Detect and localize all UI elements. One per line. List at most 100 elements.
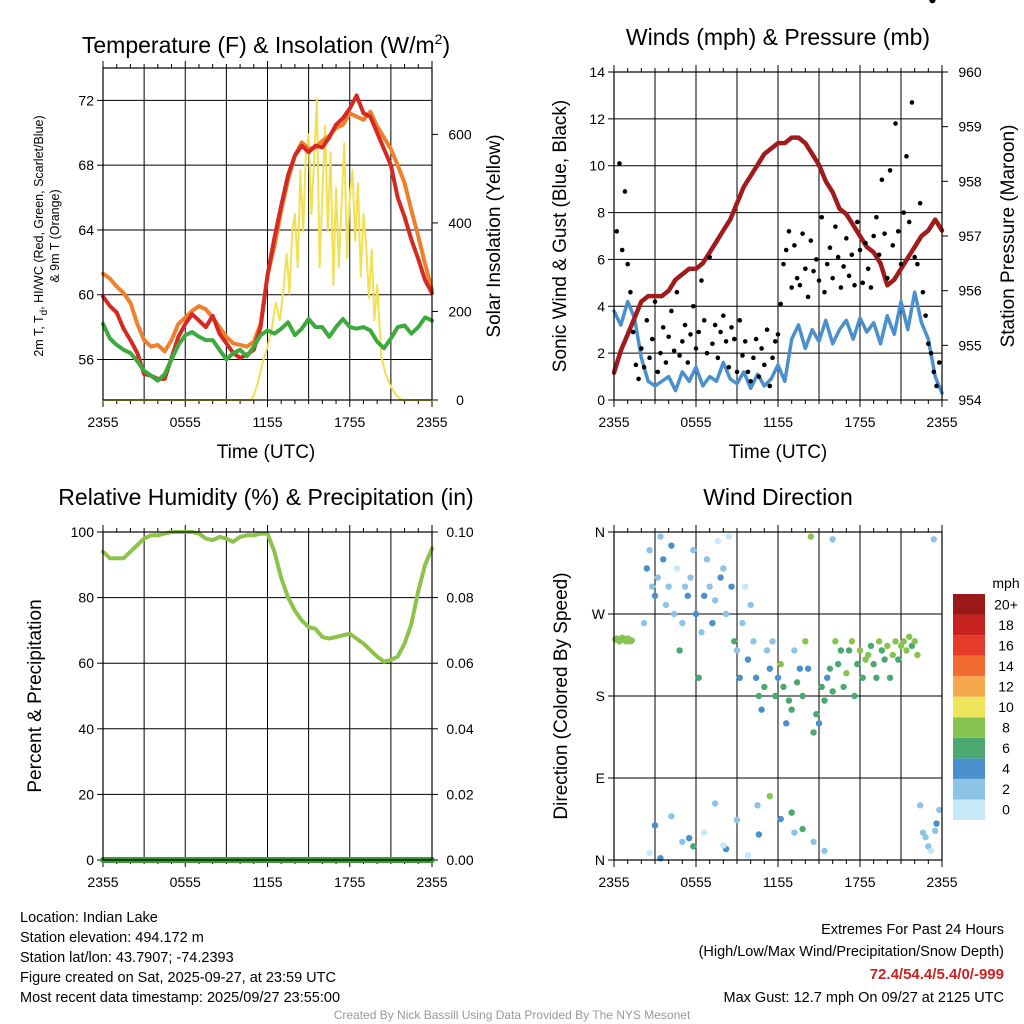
- wind-gust-point: [800, 231, 805, 236]
- wind-gust-point: [753, 336, 759, 342]
- wind-ylabel-left: Sonic Wind & Gust (Blue, Black): [550, 100, 571, 372]
- wind-gust-point: [849, 252, 855, 258]
- temp-ytick-left: 56: [78, 352, 94, 368]
- dir-point: [892, 638, 899, 645]
- rh-panel-title: Relative Humidity (%) & Precipitation (i…: [58, 484, 473, 510]
- dir-point: [900, 638, 907, 645]
- wind-series-station-pressure: [611, 135, 945, 375]
- extremes-values: 72.4/54.4/5.4/0/-999: [870, 966, 1004, 983]
- wind-gust-point: [742, 339, 748, 344]
- wind-gust-point: [710, 341, 715, 347]
- wind-xtick: 2355: [926, 414, 957, 430]
- wind-gust-point: [893, 121, 898, 126]
- dir-point: [668, 813, 675, 820]
- dir-ytick-left: E: [596, 770, 605, 786]
- wind-gust-point: [917, 200, 923, 206]
- wind-gust-point: [628, 289, 633, 295]
- dir-point: [714, 537, 722, 545]
- dir-point: [927, 847, 935, 855]
- wind-gust-point: [805, 294, 811, 300]
- dir-point: [914, 651, 921, 659]
- dir-point: [886, 674, 894, 681]
- dir-point: [854, 660, 861, 668]
- wind-gust-point: [915, 261, 920, 267]
- dir-point: [875, 638, 883, 645]
- temp-ytick-left: 64: [78, 222, 94, 238]
- wind-gust-point: [874, 214, 879, 220]
- wind-gust-point: [846, 273, 852, 279]
- rh-xtick: 0555: [170, 874, 201, 890]
- colorbar-label: 16: [998, 637, 1014, 653]
- wind-gust-point: [734, 369, 740, 375]
- temp-ytick-right: 200: [448, 303, 472, 319]
- dir-point: [665, 583, 672, 590]
- wind-gust-point: [707, 254, 712, 260]
- dir-point: [720, 565, 727, 572]
- dir-point: [906, 633, 913, 640]
- wind-ytick-left: 0: [597, 392, 605, 408]
- wind-gust-point: [887, 168, 893, 173]
- dir-point: [657, 533, 664, 540]
- temp-ytick-left: 72: [78, 92, 94, 108]
- dir-point: [676, 647, 683, 654]
- dir-point: [807, 533, 814, 540]
- dir-point: [692, 610, 700, 618]
- wind-gust-point: [699, 278, 704, 283]
- wind-gust-point: [797, 282, 803, 288]
- rh-axes: 0 20 40 60 80 100 0.00 0.02 0.04 0.06 0.08 0.10 2355…: [71, 524, 474, 890]
- colorbar-swatch: [953, 778, 985, 800]
- rh-ytick-right: 0.06: [446, 655, 473, 671]
- dir-ytick-left: W: [592, 606, 606, 622]
- temp-series-td: [101, 315, 434, 383]
- dir-point: [733, 647, 741, 654]
- wind-gust-point: [819, 214, 825, 220]
- wind-ytick-right: 959: [958, 119, 982, 135]
- dir-xtick: 2355: [598, 874, 629, 890]
- dir-point: [826, 665, 834, 672]
- wind-gust-point: [693, 346, 699, 351]
- wind-gust-point: [816, 278, 822, 283]
- dir-point: [851, 692, 858, 700]
- dir-point: [701, 829, 708, 836]
- dir-ytick-left: N: [595, 852, 605, 868]
- wind-gust-point: [868, 285, 874, 290]
- dir-point: [627, 638, 634, 645]
- credit-text: Created By Nick Bassill Using Data Provi…: [334, 1008, 691, 1022]
- wind-ytick-left: 10: [589, 158, 605, 174]
- wind-gust-point: [879, 177, 885, 183]
- dir-point: [690, 843, 697, 850]
- dir-point: [744, 656, 752, 663]
- dir-point: [681, 583, 689, 590]
- colorbar-swatch: [953, 737, 985, 759]
- dir-point: [810, 729, 817, 736]
- wind-gust-point: [685, 360, 691, 365]
- wind-ytick-left: 14: [589, 64, 605, 80]
- wind-gust-point: [895, 229, 901, 234]
- dir-point: [859, 674, 866, 681]
- dir-point: [670, 610, 678, 618]
- temp-xtick: 1755: [334, 414, 365, 430]
- wind-gust-point: [885, 275, 890, 281]
- rh-ytick-left: 40: [78, 721, 94, 737]
- colorbar-label: 14: [998, 658, 1014, 674]
- dir-point: [755, 831, 763, 838]
- dir-point: [867, 642, 875, 650]
- wind-gust-point: [677, 353, 682, 358]
- wind-gust-point: [854, 219, 860, 225]
- rh-xtick: 1755: [334, 874, 365, 890]
- dir-point: [654, 574, 661, 581]
- dir-point: [736, 674, 743, 681]
- temp-ytick-right: 600: [448, 126, 472, 142]
- rh-ytick-right: 0.10: [446, 524, 473, 540]
- wind-gust-point: [928, 350, 934, 356]
- dir-point: [793, 679, 801, 686]
- dir-point: [788, 809, 795, 816]
- dir-point: [752, 674, 760, 681]
- wind-gust-point: [718, 329, 723, 335]
- rh-ytick-right: 0.08: [446, 590, 473, 606]
- wind-gust-point: [860, 280, 866, 286]
- dir-ylabel-left: Direction (Colored By Speed): [551, 572, 572, 819]
- dir-point: [930, 536, 937, 543]
- temp-xtick: 2355: [87, 414, 118, 430]
